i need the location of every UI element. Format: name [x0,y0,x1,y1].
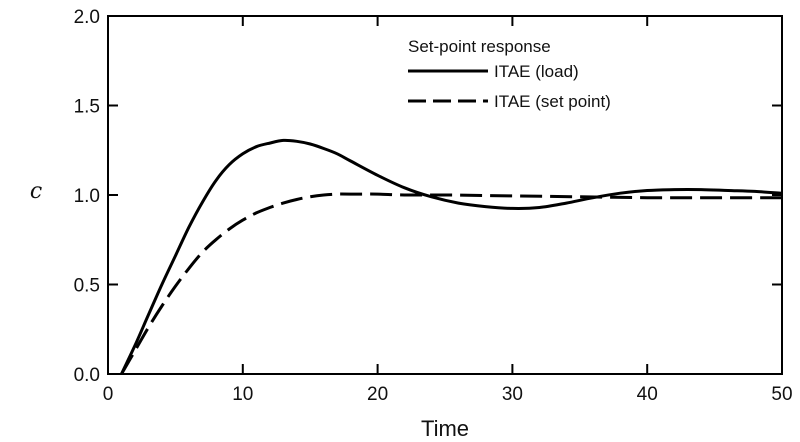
y-axis-title: c [30,179,42,204]
x-tick-label: 10 [232,384,253,405]
y-tick-label: 1.5 [74,97,100,118]
x-tick-label: 40 [637,384,658,405]
x-tick-label: 30 [502,384,523,405]
y-tick-label: 2.0 [74,7,100,28]
series-layer [120,138,783,375]
legend-label-setpoint: ITAE (set point) [494,92,611,111]
y-axis-ticks: 0.0 0.5 1.0 1.5 2.0 [74,7,782,386]
x-tick-label: 20 [367,384,388,405]
x-axis-title: Time [421,416,469,441]
legend-label-load: ITAE (load) [494,62,579,81]
x-tick-label: 50 [771,384,792,405]
series-line-itae-load [120,138,783,375]
legend-title: Set-point response [408,37,551,56]
y-tick-label: 0.5 [74,276,100,297]
y-tick-label: 0.0 [74,365,100,386]
x-tick-label: 0 [103,384,114,405]
series-line-itae-set-point [120,192,782,375]
legend: Set-point response ITAE (load) ITAE (set… [408,37,611,111]
x-axis-ticks: 0 10 20 30 40 50 [103,16,793,405]
y-tick-label: 1.0 [74,186,100,207]
